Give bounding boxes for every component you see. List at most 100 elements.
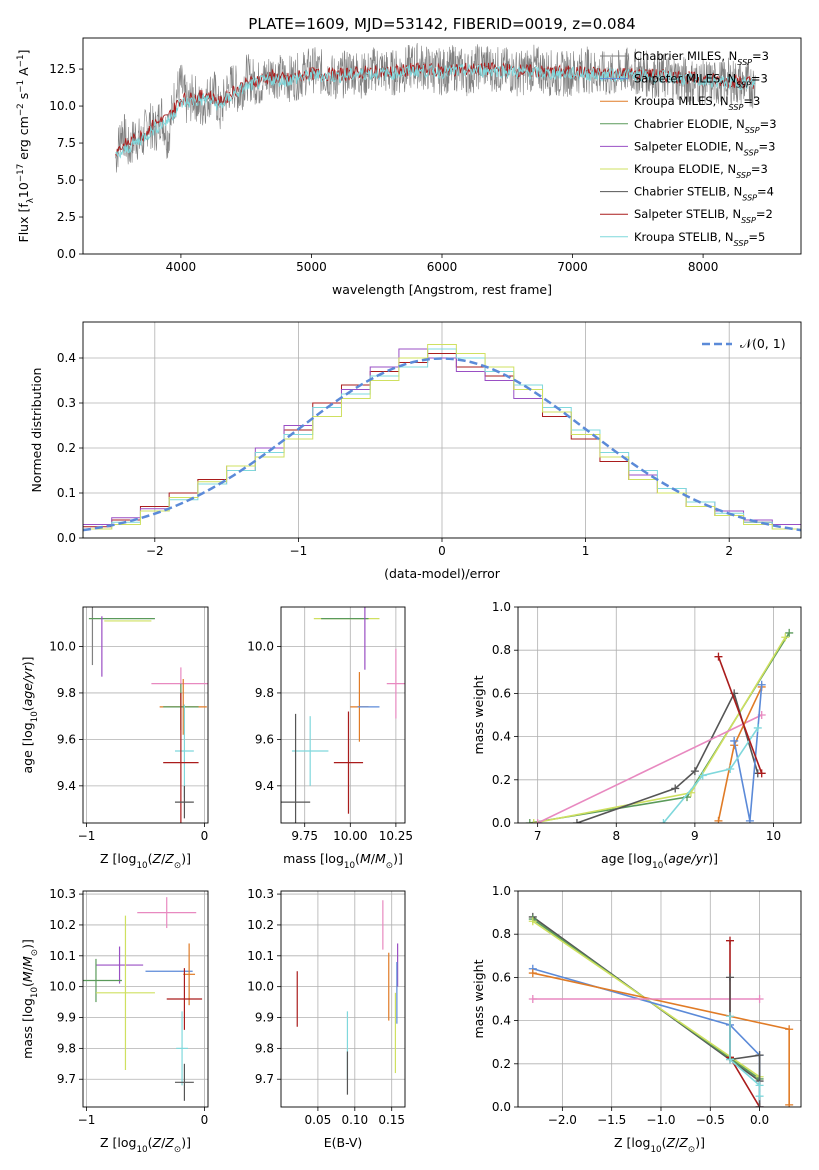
y-axis-label: Normed distribution: [29, 368, 44, 493]
x-axis-label: Z [log10(Z/Z⊙)]: [100, 851, 191, 871]
weight-marker: [690, 767, 699, 776]
errorbar-point: [137, 897, 197, 929]
x-axis-label: Z [log10(Z/Z⊙)]: [100, 1135, 191, 1155]
y-tick-label: 10.0: [247, 980, 274, 994]
y-tick-label: 10.0: [49, 99, 76, 113]
errorbar-point: [333, 711, 364, 814]
mass-vs-Z-plot-area: [83, 891, 208, 1107]
x-tick-label: 5000: [296, 260, 327, 274]
y-tick-label: 9.6: [57, 732, 76, 746]
weight-marker: [698, 771, 707, 780]
y-tick-label: 0.0: [492, 1100, 511, 1114]
y-tick-label: 10.3: [49, 887, 76, 901]
y-tick-label: 9.8: [57, 686, 76, 700]
y-tick-label: 9.4: [57, 779, 76, 793]
y-tick-label: 0.2: [492, 773, 511, 787]
weight-vs-Z-panel: −2.0 −1.5 −1.0 −0.5 0.0 0.0 0.2 0.4 0.6 0.8 1.0 Z […: [471, 884, 802, 1155]
x-tick-label: 0: [438, 544, 446, 558]
weight-series: [528, 964, 764, 1107]
axes-frame: [82, 37, 802, 255]
x-tick-label: 10.25: [379, 829, 413, 843]
errorbar-point: [174, 785, 194, 819]
y-tick-label: 9.7: [255, 1072, 274, 1086]
x-tick-label: 7000: [557, 260, 588, 274]
age-vs-mass-panel: 9.75 10.00 10.25 9.4 9.6 9.8 10.0 mass [log10(M…: [247, 606, 413, 871]
x-axis-label: age [log10(age/yr)]: [601, 851, 718, 871]
errorbar-point: [95, 946, 144, 984]
legend-label: Salpeter ELODIE, NSSP=3: [634, 139, 775, 157]
x-tick-label: 0.15: [378, 1113, 405, 1127]
legend-label: Chabrier ELODIE, NSSP=3: [634, 117, 777, 135]
y-tick-label: 7.5: [57, 136, 76, 150]
errorbar-point: [83, 958, 122, 1003]
x-tick-label: 10: [766, 829, 781, 843]
weight-marker: [785, 628, 794, 637]
weight-marker: [755, 1081, 764, 1090]
x-tick-label: −1.5: [597, 1113, 626, 1127]
y-tick-label: 0.4: [492, 730, 511, 744]
errorbar-point: [174, 704, 194, 798]
y-tick-label: 9.7: [57, 1072, 76, 1086]
axes-frame: [517, 606, 802, 824]
x-tick-label: 8000: [688, 260, 719, 274]
weight-marker: [785, 1025, 794, 1034]
y-tick-label: 5.0: [57, 173, 76, 187]
errorbar-point: [176, 1011, 188, 1086]
weight-marker: [755, 995, 764, 1003]
x-tick-label: 1: [582, 544, 590, 558]
y-tick-label: 9.9: [57, 1011, 76, 1025]
weight-line: [662, 727, 759, 823]
age-vs-Z-panel: −1 0 9.4 9.6 9.8 10.0 Z [log10(Z/Z⊙)] age [log1…: [20, 606, 209, 871]
mass-vs-EBV-plot-area: [281, 891, 405, 1107]
residuals-panel: −2 −1 0 1 2 0.0 0.1 0.2 0.3 0.4 (data-model)/error…: [29, 321, 802, 581]
weight-marker: [757, 769, 766, 778]
weight-marker: [755, 1103, 764, 1107]
spectrum-plot-area: [115, 42, 756, 173]
y-tick-label: 2.5: [57, 210, 76, 224]
y-tick-label: 10.2: [247, 918, 274, 932]
y-tick-label: 10.0: [49, 639, 76, 653]
weight-marker: [671, 784, 680, 793]
x-tick-label: 0.05: [305, 1113, 332, 1127]
axes-frame: [280, 606, 406, 824]
y-tick-label: 9.9: [255, 1011, 274, 1025]
weight-vs-Z-plot-area: [518, 891, 801, 1107]
figure-title: PLATE=1609, MJD=53142, FIBERID=0019, z=0…: [248, 15, 635, 33]
weight-marker: [730, 736, 739, 745]
weight-marker: [528, 995, 537, 1003]
weight-marker: [785, 1100, 794, 1107]
y-tick-label: 0.4: [57, 351, 76, 365]
weight-marker: [528, 969, 537, 978]
x-axis-label: mass [log10(M/M⊙)]: [283, 851, 403, 871]
y-tick-label: 9.6: [255, 732, 274, 746]
weight-marker: [781, 633, 790, 642]
weight-line: [533, 636, 786, 823]
legend-label: Kroupa STELIB, NSSP=5: [634, 230, 765, 248]
weight-series: [528, 995, 764, 1003]
x-tick-label: 8: [612, 829, 620, 843]
weight-series: [714, 652, 766, 778]
weight-series: [572, 689, 762, 823]
weight-series: [529, 633, 790, 823]
age-vs-mass-plot-area: [281, 607, 405, 823]
spectrum-legend: Chabrier MILES, NSSP=3 Salpeter MILES, NS…: [600, 49, 777, 247]
weight-marker: [757, 680, 766, 689]
errorbar-point: [183, 943, 196, 1006]
weight-series: [726, 1012, 764, 1101]
weight-marker: [533, 819, 542, 823]
x-tick-label: 9.75: [291, 829, 318, 843]
weight-marker: [726, 973, 735, 982]
x-tick-label: 0.0: [750, 1113, 769, 1127]
x-tick-label: −0.5: [696, 1113, 725, 1127]
weight-vs-age-plot-area: [518, 607, 801, 823]
legend-label: Kroupa ELODIE, NSSP=3: [634, 162, 768, 180]
x-axis-label: E(B-V): [324, 1135, 363, 1150]
errorbar-point: [386, 648, 405, 719]
x-tick-label: 10.00: [333, 829, 367, 843]
spectrum-panel: 4000 5000 6000 7000 8000 0.0 2.5 5.0 7.5 10.0 12.5…: [16, 37, 802, 297]
legend-label: Chabrier STELIB, NSSP=4: [634, 185, 774, 203]
weight-marker: [572, 819, 581, 823]
y-axis-label: mass weight: [471, 675, 486, 754]
weight-marker: [714, 652, 723, 661]
weight-line: [532, 967, 761, 1107]
